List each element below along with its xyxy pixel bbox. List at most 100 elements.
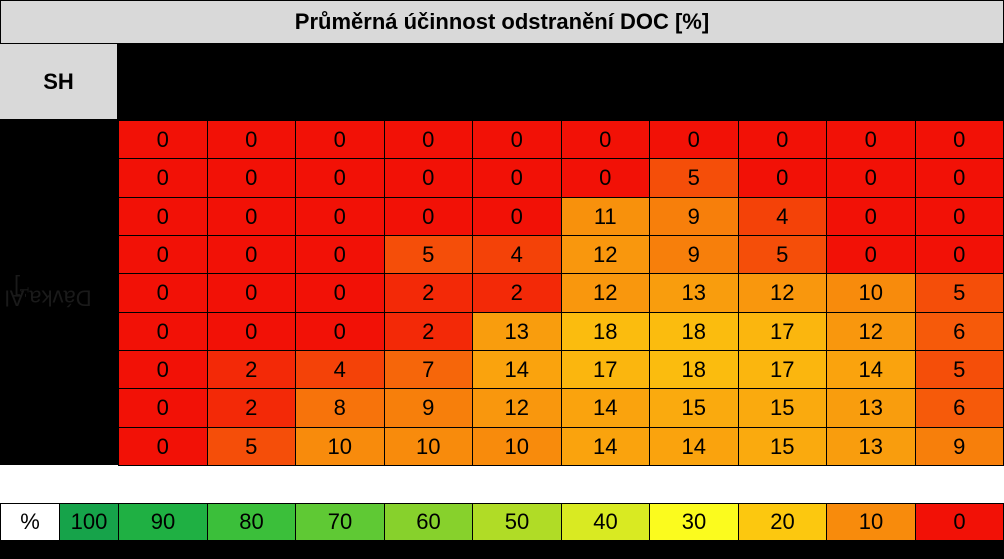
heatmap-cell: 14 <box>560 388 650 428</box>
heatmap-cell: 0 <box>737 120 827 160</box>
legend-swatch: 80 <box>207 503 296 541</box>
heatmap-cell: 6 <box>914 388 1004 428</box>
heatmap-cell: 0 <box>295 120 385 160</box>
heatmap-cell: 0 <box>295 235 385 275</box>
heatmap-cell: 0 <box>737 158 827 198</box>
heatmap-grid: 0 0 0 0 0 0 0 0 0 0 0 0 0 0 0 0 5 0 0 0 0 0 0 0 0 11 9 4 0 0 0 0 0 5 4 12 9 5… <box>118 120 1004 466</box>
heatmap-cell: 13 <box>826 426 916 466</box>
heatmap-cell: 0 <box>472 158 562 198</box>
heatmap-cell: 2 <box>206 350 296 390</box>
heatmap-cell: 15 <box>737 388 827 428</box>
y-axis-label-end: ] <box>13 274 21 300</box>
heatmap-cell: 10 <box>826 273 916 313</box>
heatmap-cell: 12 <box>560 235 650 275</box>
heatmap-cell: 12 <box>826 311 916 351</box>
heatmap-cell: 11 <box>560 196 650 236</box>
heatmap-cell: 0 <box>826 196 916 236</box>
heatmap-cell: 12 <box>737 273 827 313</box>
legend-label: % <box>0 503 60 541</box>
heatmap-cell: 15 <box>649 388 739 428</box>
heatmap-cell: 0 <box>560 120 650 160</box>
heatmap-cell: 15 <box>737 426 827 466</box>
heatmap-cell: 9 <box>914 426 1004 466</box>
heatmap-cell: 0 <box>472 196 562 236</box>
heatmap-cell: 9 <box>649 235 739 275</box>
heatmap-cell: 18 <box>649 350 739 390</box>
heatmap-cell: 8 <box>295 388 385 428</box>
heatmap-cell: 0 <box>118 388 208 428</box>
heatmap-cell: 0 <box>118 350 208 390</box>
heatmap-cell: 13 <box>649 273 739 313</box>
chart-title: Průměrná účinnost odstranění DOC [%] <box>0 0 1004 44</box>
heatmap-cell: 0 <box>118 273 208 313</box>
heatmap-cell: 5 <box>737 235 827 275</box>
heatmap-cell: 0 <box>206 158 296 198</box>
heatmap-cell: 0 <box>472 120 562 160</box>
legend-swatch: 50 <box>472 503 562 541</box>
heatmap-cell: 18 <box>649 311 739 351</box>
heatmap-cell: 0 <box>914 235 1004 275</box>
heatmap-cell: 14 <box>649 426 739 466</box>
heatmap-cell: 10 <box>383 426 473 466</box>
heatmap-cell: 0 <box>914 196 1004 236</box>
heatmap-cell: 12 <box>560 273 650 313</box>
corner-label: SH <box>0 44 117 119</box>
heatmap-cell: 0 <box>118 311 208 351</box>
bottom-band <box>0 541 1004 559</box>
legend-swatch: 0 <box>915 503 1004 541</box>
heatmap-cell: 0 <box>206 196 296 236</box>
heatmap-cell: 13 <box>826 388 916 428</box>
heatmap-cell: 5 <box>206 426 296 466</box>
heatmap-cell: 12 <box>472 388 562 428</box>
heatmap-cell: 0 <box>206 311 296 351</box>
legend-swatch: 10 <box>826 503 916 541</box>
heatmap-cell: 17 <box>560 350 650 390</box>
legend-swatch: 90 <box>118 503 208 541</box>
heatmap-cell: 17 <box>737 350 827 390</box>
heatmap-cell: 0 <box>826 120 916 160</box>
heatmap-cell: 0 <box>118 196 208 236</box>
heatmap-cell: 0 <box>826 235 916 275</box>
heatmap-cell: 2 <box>206 388 296 428</box>
heatmap-cell: 18 <box>560 311 650 351</box>
heatmap-cell: 4 <box>737 196 827 236</box>
heatmap-cell: 0 <box>826 158 916 198</box>
heatmap-cell: 0 <box>914 158 1004 198</box>
heatmap-cell: 0 <box>649 120 739 160</box>
heatmap-cell: 0 <box>295 158 385 198</box>
heatmap-cell: 0 <box>914 120 1004 160</box>
heatmap-cell: 2 <box>472 273 562 313</box>
color-legend: % 100 90 80 70 60 50 40 30 20 10 0 <box>0 503 1004 543</box>
heatmap-cell: 0 <box>118 120 208 160</box>
legend-swatch: 70 <box>295 503 385 541</box>
heatmap-cell: 0 <box>206 273 296 313</box>
heatmap-cell: 0 <box>383 120 473 160</box>
heatmap-cell: 9 <box>649 196 739 236</box>
heatmap-cell: 14 <box>472 350 562 390</box>
heatmap-cell: 0 <box>295 196 385 236</box>
heatmap-cell: 0 <box>118 426 208 466</box>
heatmap-cell: 0 <box>206 235 296 275</box>
heatmap-cell: 9 <box>383 388 473 428</box>
heatmap-cell: 2 <box>383 311 473 351</box>
legend-swatch: 20 <box>738 503 827 541</box>
heatmap-cell: 0 <box>118 235 208 275</box>
heatmap-cell: 5 <box>914 350 1004 390</box>
heatmap-cell: 10 <box>295 426 385 466</box>
heatmap-cell: 0 <box>383 196 473 236</box>
heatmap-cell: 5 <box>383 235 473 275</box>
heatmap-cell: 6 <box>914 311 1004 351</box>
heatmap-cell: 13 <box>472 311 562 351</box>
heatmap-cell: 0 <box>118 158 208 198</box>
heatmap-cell: 0 <box>206 120 296 160</box>
heatmap-cell: 0 <box>383 158 473 198</box>
heatmap-cell: 0 <box>560 158 650 198</box>
legend-swatch: 100 <box>59 503 119 541</box>
heatmap-cell: 0 <box>295 311 385 351</box>
heatmap-cell: 7 <box>383 350 473 390</box>
legend-swatch: 40 <box>561 503 650 541</box>
heatmap-cell: 0 <box>295 273 385 313</box>
heatmap-cell: 2 <box>383 273 473 313</box>
heatmap-cell: 4 <box>295 350 385 390</box>
heatmap-cell: 5 <box>914 273 1004 313</box>
